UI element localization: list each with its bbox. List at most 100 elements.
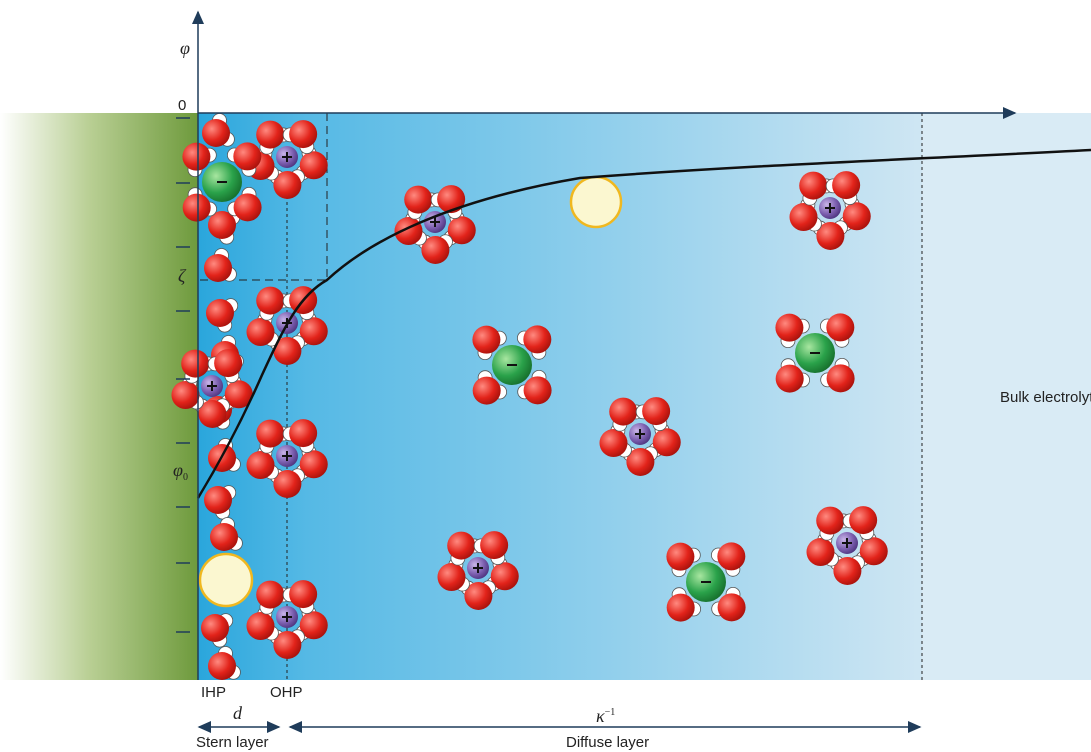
oxygen — [181, 349, 210, 378]
water — [282, 580, 318, 614]
water — [460, 580, 496, 610]
cation — [467, 557, 489, 579]
oxygen — [204, 254, 232, 282]
water — [711, 586, 746, 622]
oxygen — [472, 376, 501, 405]
oxygen — [202, 119, 230, 147]
cation — [276, 606, 298, 628]
oxygen — [523, 325, 552, 354]
bulk-label: Bulk electrolyte — [1000, 389, 1091, 406]
oxygen — [256, 580, 285, 609]
oxygen — [789, 203, 818, 232]
anion — [492, 345, 532, 385]
oxygen — [826, 364, 855, 393]
water — [204, 485, 237, 520]
water — [666, 542, 701, 578]
oxygen — [210, 523, 238, 551]
oxygen — [256, 419, 285, 448]
surface-potential-label: φ0 — [173, 460, 188, 483]
oxygen — [224, 380, 253, 409]
oxygen — [289, 580, 318, 609]
oxygen — [666, 542, 695, 571]
oxygen — [849, 506, 878, 535]
oxygen — [842, 202, 871, 231]
water — [516, 325, 552, 360]
oxygen — [233, 142, 262, 171]
oxygen — [859, 537, 888, 566]
water — [472, 325, 507, 361]
water — [256, 120, 291, 155]
cation — [276, 445, 298, 467]
oxygen — [208, 211, 236, 239]
oxygen — [666, 593, 695, 622]
stern-label: Stern layer — [196, 734, 269, 751]
electrode — [0, 113, 198, 680]
ohp-label: OHP — [270, 684, 303, 701]
diffuse-label: Diffuse layer — [566, 734, 649, 751]
water — [202, 113, 235, 147]
oxygen — [816, 506, 845, 535]
oxygen — [256, 120, 285, 149]
cation — [201, 375, 223, 397]
oxygen — [480, 531, 509, 560]
water — [227, 186, 262, 222]
water — [204, 248, 237, 282]
subscript: 0 — [183, 472, 188, 483]
oxygen — [447, 531, 476, 560]
potential-curve — [196, 148, 1091, 499]
ihp-label: IHP — [201, 684, 226, 701]
oxygen — [833, 556, 862, 585]
oxygen — [472, 325, 501, 354]
anion — [795, 333, 835, 373]
oxygen — [437, 563, 466, 592]
adsorbed-particle — [198, 552, 254, 608]
oxygen — [775, 313, 804, 342]
oxygen — [717, 593, 746, 622]
phi: φ — [173, 460, 183, 480]
oxygen — [490, 562, 519, 591]
oxygen — [404, 185, 433, 214]
oxygen — [289, 419, 318, 448]
oxygen — [437, 185, 466, 214]
exponent: −1 — [605, 707, 616, 718]
oxygen — [652, 428, 681, 457]
water — [282, 120, 318, 154]
d-label: d — [233, 703, 243, 723]
oxygen — [799, 171, 828, 200]
cation — [424, 211, 446, 233]
water — [246, 445, 279, 480]
water — [819, 313, 855, 348]
oxygen — [201, 614, 229, 642]
oxygen — [214, 349, 243, 378]
oxygen — [246, 612, 275, 641]
oxygen — [273, 170, 302, 199]
oxygen — [464, 581, 493, 610]
oxygen — [832, 171, 861, 200]
water — [208, 646, 241, 680]
cation — [819, 197, 841, 219]
water — [635, 397, 671, 431]
oxygen — [299, 317, 328, 346]
oxygen — [182, 142, 211, 171]
oxygen — [806, 538, 835, 567]
water — [820, 357, 855, 393]
bulk-region — [922, 113, 1091, 680]
oxygen — [299, 151, 328, 180]
oxygen — [609, 397, 638, 426]
anion — [202, 162, 242, 202]
water — [517, 369, 552, 405]
water — [666, 587, 702, 622]
water — [825, 171, 861, 205]
surface-charges — [176, 117, 190, 633]
oxygen — [826, 313, 855, 342]
zeta-label: ζ — [178, 266, 187, 286]
water — [226, 142, 262, 177]
water — [775, 358, 811, 393]
oxygen — [523, 376, 552, 405]
oxygen — [816, 221, 845, 250]
oxygen — [299, 450, 328, 479]
water — [269, 629, 305, 659]
oxygen — [246, 451, 275, 480]
oxygen — [447, 216, 476, 245]
oxygen — [299, 611, 328, 640]
